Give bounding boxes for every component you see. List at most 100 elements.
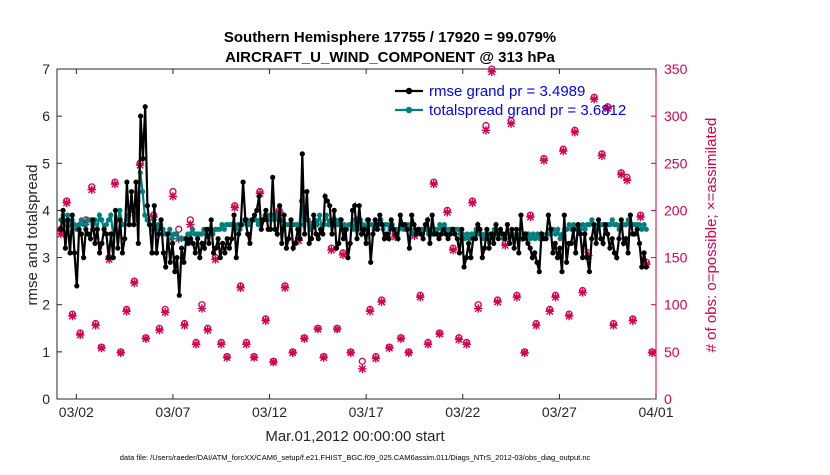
- rmse-point: [511, 245, 517, 251]
- rmse-point: [290, 245, 296, 251]
- obs-assimilated-marker: [506, 119, 516, 128]
- rmse-point: [479, 255, 485, 261]
- rmse-point: [76, 226, 82, 232]
- obs-assimilated-marker: [396, 334, 406, 343]
- rmse-point: [311, 212, 317, 218]
- rmse-point: [609, 236, 615, 242]
- rmse-point: [122, 236, 128, 242]
- rmse-point: [636, 240, 643, 246]
- rmse-point: [295, 226, 301, 232]
- totalspread-point: [532, 236, 538, 242]
- rmse-point: [413, 231, 419, 237]
- rmse-point: [447, 231, 453, 237]
- totalspread-point: [83, 222, 89, 228]
- chart-title-line1: Southern Hemisphere 17755 / 17920 = 99.0…: [224, 29, 556, 46]
- rmse-point: [488, 231, 494, 237]
- rmse-point: [270, 174, 276, 180]
- rmse-point: [393, 231, 399, 237]
- totalspread-point: [623, 222, 629, 228]
- rmse-point: [536, 269, 542, 275]
- rmse-point: [625, 250, 631, 256]
- rmse-point: [258, 226, 264, 232]
- totalspread-point: [636, 222, 643, 228]
- rmse-point: [343, 226, 349, 232]
- totalspread-point: [466, 236, 472, 242]
- rmse-point: [292, 240, 299, 246]
- rmse-point: [575, 222, 581, 228]
- rmse-point: [554, 255, 561, 261]
- rmse-point: [525, 240, 531, 246]
- totalspread-point: [96, 212, 102, 218]
- obs-assimilated-marker: [617, 170, 626, 179]
- rmse-point: [614, 255, 620, 261]
- rmse-point: [593, 240, 599, 246]
- rmse-point: [179, 245, 185, 251]
- obs-assimilated-marker: [448, 245, 458, 255]
- obs-assimilated-marker: [288, 348, 297, 357]
- y-right-tick-label: 100: [664, 297, 688, 313]
- rmse-point: [482, 245, 488, 251]
- rmse-point: [62, 245, 68, 251]
- obs-assimilated-marker: [280, 283, 290, 292]
- rmse-point: [518, 212, 524, 218]
- rmse-point: [279, 240, 285, 246]
- totalspread-point: [219, 222, 225, 228]
- obs-assimilated-marker: [603, 104, 612, 113]
- rmse-point: [491, 240, 497, 246]
- x-tick-label: 03/17: [349, 404, 384, 420]
- rmse-point: [117, 217, 123, 223]
- rmse-point: [586, 269, 593, 275]
- rmse-point: [327, 203, 333, 209]
- rmse-point: [176, 292, 182, 298]
- rmse-point: [324, 198, 330, 204]
- rmse-point: [322, 193, 328, 199]
- totalspread-point: [335, 222, 341, 228]
- data-file-footnote: data file: /Users/raeder/DAI/ATM_forcXX/…: [120, 453, 591, 462]
- rmse-point: [222, 250, 228, 256]
- rmse-point: [495, 236, 501, 242]
- rmse-point: [513, 226, 520, 232]
- rmse-point: [224, 236, 230, 242]
- obs-assimilated-marker: [462, 340, 471, 349]
- rmse-point: [497, 226, 504, 232]
- x-tick-label: 04/01: [638, 404, 673, 420]
- totalspread-point: [246, 222, 252, 228]
- rmse-point: [90, 217, 96, 223]
- obs-assimilated-marker: [501, 241, 510, 250]
- rmse-point: [133, 179, 139, 185]
- rmse-point: [605, 231, 611, 237]
- obs-assimilated-marker: [636, 212, 645, 222]
- obs-assimilated-marker: [597, 151, 607, 160]
- obs-assimilated-marker: [346, 348, 355, 357]
- totalspread-point: [105, 217, 112, 223]
- totalspread-point: [174, 231, 180, 237]
- totalspread-point: [142, 212, 148, 218]
- totalspread-point: [557, 236, 563, 242]
- obs-assimilated-marker: [493, 297, 502, 307]
- rmse-point: [215, 236, 221, 242]
- obs-assimilated-marker: [191, 340, 201, 349]
- rmse-point: [99, 240, 105, 246]
- totalspread-point: [580, 222, 586, 228]
- obs-assimilated-marker: [122, 307, 131, 316]
- rmse-point: [315, 236, 321, 242]
- rmse-point: [584, 255, 590, 261]
- totalspread-point: [614, 222, 620, 228]
- totalspread-point: [78, 217, 84, 223]
- rmse-point: [302, 231, 308, 237]
- obs-assimilated-marker: [559, 146, 568, 156]
- rmse-point: [543, 236, 549, 242]
- totalspread-point: [167, 226, 173, 232]
- obs-assimilated-marker: [435, 329, 444, 339]
- y-left-tick-label: 4: [42, 202, 50, 218]
- rmse-point: [459, 226, 465, 232]
- obs-assimilated-marker: [539, 156, 549, 165]
- obs-assimilated-marker: [564, 311, 574, 321]
- rmse-point: [493, 222, 499, 228]
- rmse-point: [388, 217, 394, 223]
- rmse-point: [411, 222, 417, 228]
- y-left-tick-label: 1: [42, 344, 50, 360]
- obs-assimilated-marker: [222, 353, 232, 362]
- rmse-point: [245, 231, 251, 237]
- rmse-point: [274, 231, 280, 237]
